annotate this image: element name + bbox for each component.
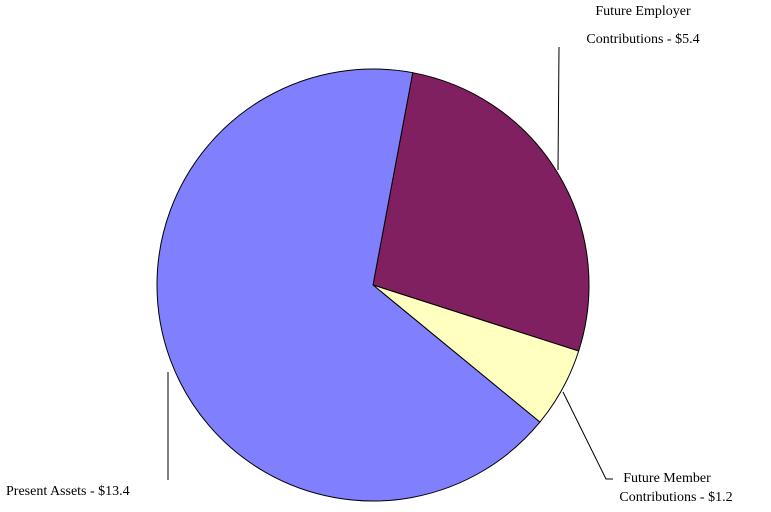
pie-slice (372, 72, 590, 352)
data-label: Contributions - $1.2 (619, 490, 732, 505)
leader-line (557, 46, 560, 171)
leader-line (562, 391, 613, 480)
data-label: Future Employer (595, 4, 691, 19)
data-label: Present Assets - $13.4 (6, 484, 130, 499)
data-label: Future Member (623, 471, 711, 486)
pie-slice (156, 68, 541, 502)
data-label: Contributions - $5.4 (586, 32, 699, 47)
